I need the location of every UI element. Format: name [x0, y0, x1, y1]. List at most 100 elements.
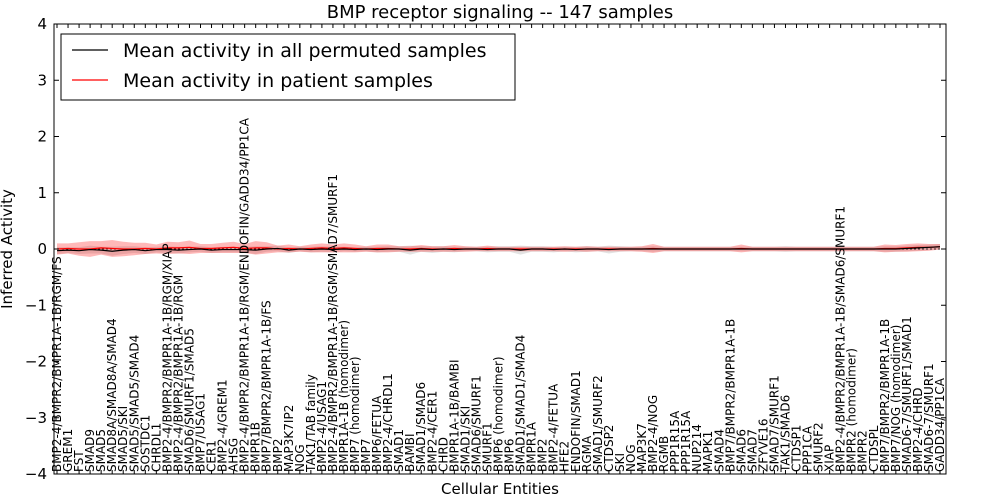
x-category-label: BMP2-4/NOG: [646, 395, 660, 472]
x-category-label: FST: [72, 450, 86, 472]
x-category-label: BMPR1B: [249, 422, 263, 472]
x-category-label: SMAD6-7/SMURF1: [922, 363, 936, 472]
x-category-label: BMP2-4/BMPR2/BMPR1A-1B/RGM/XIAP: [160, 243, 174, 472]
x-category-label: NOG: [293, 444, 307, 472]
x-category-label: SMAD4: [712, 429, 726, 472]
x-category-label: BMP2: [271, 439, 285, 472]
x-category-label: BMP2-4/BMPR2/BMPR1A-1B/RGM/ENDOFIN/GADD3…: [238, 117, 252, 472]
x-category-label: BMPR1A: [525, 421, 539, 472]
x-category-label: MAP3K7: [635, 423, 649, 472]
plot-frame: [53, 23, 947, 475]
x-category-label: BMPR2 (homodimer): [845, 348, 859, 472]
x-category-label: BMP7/NOG (homodimer): [889, 325, 903, 472]
x-category-label: SMAD6/SMURF1/SMAD5: [182, 328, 196, 472]
band-permuted: [57, 243, 940, 256]
x-category-label: GREM1: [61, 429, 75, 472]
x-category-label: BMP7: [359, 439, 373, 472]
x-category-label: BMP2-4/BMPR2/BMPR1A-1B/RGM: [171, 275, 185, 472]
x-category-label: SMAD1: [392, 429, 406, 472]
x-category-label: BMP2-4/CHRDL1: [381, 373, 395, 472]
x-category-label: PPP1R15A: [668, 410, 682, 472]
x-category-label: BMP2-4/BMPR2/BMPR1A-1B/SMAD6/SMURF1: [834, 206, 848, 472]
x-category-label: SMAD8A/SMAD8A/SMAD4: [105, 318, 119, 472]
y-tick-label: −2: [25, 353, 47, 371]
x-category-label: CTDSP1: [790, 425, 804, 472]
x-category-label: CHRD: [436, 437, 450, 472]
x-category-label: CER1: [205, 440, 219, 472]
y-tick-label: 1: [37, 184, 47, 202]
x-category-label: XIAP: [823, 445, 837, 472]
y-tick-label: 2: [37, 128, 47, 146]
x-category-label: SOSTDC1: [138, 415, 152, 472]
x-category-label: BMP2-4/CHRD: [911, 388, 925, 472]
x-category-label: SMAD7/SMURF1: [767, 375, 781, 472]
x-category-label: GADD34/PP1CA: [933, 377, 947, 472]
y-tick-label: −1: [25, 296, 47, 314]
plot-area: −4 −3 −2 −1 0 1 2 3 4 BMP2-4/BMPR2/BMPR1A-1B/RGM…: [25, 15, 947, 483]
x-category-label: BMP2: [536, 439, 550, 472]
series-line-permuted: [56, 246, 941, 252]
x-category-label: NOG: [624, 444, 638, 472]
x-category-label: AHSG: [227, 438, 241, 472]
x-category-label: BMP2-4/FETUA: [547, 383, 561, 472]
legend: Mean activity in all permuted samples Me…: [60, 33, 516, 101]
x-category-label: SMAD1/SMURF2: [591, 375, 605, 472]
x-category-label: BMPR1A-1B (homodimer): [337, 320, 351, 472]
x-category-label: HFE2: [558, 441, 572, 472]
x-category-label: SMAD6: [734, 429, 748, 472]
x-category-label: SMAD1/SMAD1/SMAD4: [514, 335, 528, 472]
x-category-label: TAK1/SMAD6: [778, 395, 792, 473]
x-category-label: CHRDL1: [149, 423, 163, 472]
x-category-label: SMAD1/SKI: [458, 406, 472, 472]
x-category-label: SMURF1: [480, 422, 494, 472]
y-tick-label: −3: [25, 409, 47, 427]
x-category-label: SMAD5/SMAD5/SMAD4: [127, 335, 141, 472]
chart-title: BMP receptor signaling -- 147 samples: [327, 2, 674, 23]
x-category-label: SMAD6-7/SMURF1/SMAD1: [900, 316, 914, 472]
y-tick-label: 3: [37, 71, 47, 89]
x-category-label: BMP2-4/CER1: [425, 391, 439, 472]
x-category-label: BMPR2: [856, 430, 870, 472]
x-category-label: SMAD5: [94, 429, 108, 472]
x-category-label: TAK1/TAB family: [304, 374, 318, 473]
x-category-label: BMP2-4/BMPR2/BMPR1A-1B/RGM/SMAD7/SMURF1: [326, 174, 340, 472]
x-category-label: RGMA: [580, 435, 594, 472]
x-category-label: PPP1CA: [801, 425, 815, 472]
x-category-label: SMAD6/SMURF1: [469, 375, 483, 472]
x-category-label: BMPR1A-1B/BAMBI: [447, 359, 461, 472]
y-axis-label: Inferred Activity: [0, 189, 16, 309]
x-category-label: BMP7/BMPR2/BMPR1A-1B: [878, 319, 892, 472]
x-category-label: BMP2-4/GREM1: [216, 379, 230, 472]
x-category-label: BAMBI: [403, 433, 417, 472]
x-category-label: PPP1R15A: [679, 410, 693, 472]
x-category-label: ENDOFIN/SMAD1: [569, 370, 583, 472]
x-category-label: RGMB: [657, 436, 671, 472]
x-category-label: SMAD7: [745, 429, 759, 472]
x-category-label: MAPK1: [701, 431, 715, 472]
x-category-label: SMURF2: [812, 422, 826, 472]
x-category-label: BMP2-4/USAG1: [315, 381, 329, 472]
x-category-label: SMAD5/SKI: [116, 406, 130, 472]
y-tick-label: −4: [25, 465, 47, 483]
x-category-label: BMP6 (homodimer): [492, 356, 506, 472]
x-category-label: CTDSP2: [602, 425, 616, 472]
x-category-label: MAP3K7IP2: [282, 405, 296, 472]
x-category-label: SMAD9: [83, 429, 97, 472]
x-category-label: BMP6/FETUA: [370, 395, 384, 472]
x-category-label: BMP7/USAG1: [193, 393, 207, 472]
x-category-label: BMP7 (homodimer): [348, 356, 362, 472]
x-category-label: SMAD1/SMAD6: [414, 382, 428, 472]
x-category-label: CTDSPL: [867, 425, 881, 472]
x-axis-label: Cellular Entities: [441, 480, 559, 498]
x-category-label: BMP7/BMPR2/BMPR1A-1B/FS: [260, 300, 274, 472]
legend-label-permuted: Mean activity in all permuted samples: [123, 40, 486, 62]
y-tick-label: 0: [37, 240, 47, 258]
x-category-label: BMP6: [503, 439, 517, 472]
legend-label-patient: Mean activity in patient samples: [123, 70, 433, 92]
legend-box: [60, 33, 516, 101]
x-category-label: ZFYVE16: [756, 418, 770, 472]
x-category-label: NUP214: [690, 424, 704, 472]
y-tick-label: 4: [37, 15, 47, 33]
x-category-label: BMP7/BMPR2/BMPR1A-1B: [723, 319, 737, 472]
